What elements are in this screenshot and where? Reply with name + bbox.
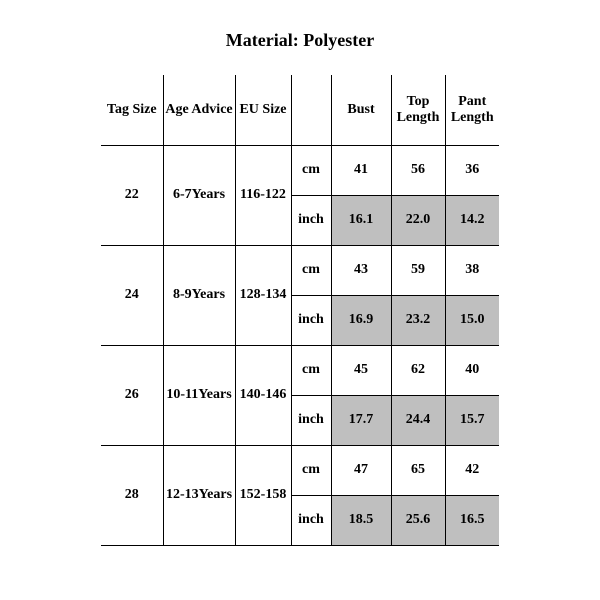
cell-bust-cm: 47 [331,445,391,495]
cell-eu-size: 140-146 [235,345,291,445]
col-bust: Bust [331,75,391,145]
cell-age-advice: 8-9Years [163,245,235,345]
table-body: 22 6-7Years 116-122 cm 41 56 36 inch 16.… [101,145,499,545]
cell-pant-inch: 14.2 [445,195,499,245]
cell-top-inch: 23.2 [391,295,445,345]
cell-age-advice: 12-13Years [163,445,235,545]
cell-top-inch: 24.4 [391,395,445,445]
cell-bust-inch: 16.9 [331,295,391,345]
cell-top-cm: 62 [391,345,445,395]
col-eu-size: EU Size [235,75,291,145]
col-pant-length: Pant Length [445,75,499,145]
table-row: 26 10-11Years 140-146 cm 45 62 40 [101,345,499,395]
cell-tag-size: 24 [101,245,163,345]
table-row: 22 6-7Years 116-122 cm 41 56 36 [101,145,499,195]
cell-unit-inch: inch [291,295,331,345]
cell-pant-inch: 15.0 [445,295,499,345]
cell-bust-cm: 43 [331,245,391,295]
cell-unit-inch: inch [291,495,331,545]
cell-top-inch: 25.6 [391,495,445,545]
cell-pant-inch: 15.7 [445,395,499,445]
cell-unit-inch: inch [291,195,331,245]
cell-eu-size: 116-122 [235,145,291,245]
cell-pant-cm: 38 [445,245,499,295]
cell-pant-inch: 16.5 [445,495,499,545]
col-age-advice: Age Advice [163,75,235,145]
cell-bust-inch: 17.7 [331,395,391,445]
cell-eu-size: 128-134 [235,245,291,345]
cell-unit-cm: cm [291,445,331,495]
size-table: Tag Size Age Advice EU Size Bust Top Len… [101,75,499,546]
cell-pant-cm: 36 [445,145,499,195]
table-row: 28 12-13Years 152-158 cm 47 65 42 [101,445,499,495]
cell-tag-size: 22 [101,145,163,245]
col-unit [291,75,331,145]
cell-top-cm: 65 [391,445,445,495]
col-top-length: Top Length [391,75,445,145]
cell-age-advice: 6-7Years [163,145,235,245]
cell-tag-size: 28 [101,445,163,545]
cell-unit-inch: inch [291,395,331,445]
cell-age-advice: 10-11Years [163,345,235,445]
table-header-row: Tag Size Age Advice EU Size Bust Top Len… [101,75,499,145]
cell-unit-cm: cm [291,145,331,195]
cell-bust-cm: 45 [331,345,391,395]
cell-unit-cm: cm [291,245,331,295]
table-row: 24 8-9Years 128-134 cm 43 59 38 [101,245,499,295]
cell-pant-cm: 42 [445,445,499,495]
cell-top-cm: 59 [391,245,445,295]
page: Material: Polyester Tag Size Age Advice … [0,0,600,600]
cell-unit-cm: cm [291,345,331,395]
cell-eu-size: 152-158 [235,445,291,545]
cell-top-inch: 22.0 [391,195,445,245]
cell-pant-cm: 40 [445,345,499,395]
cell-top-cm: 56 [391,145,445,195]
cell-bust-inch: 16.1 [331,195,391,245]
cell-bust-inch: 18.5 [331,495,391,545]
page-title: Material: Polyester [0,30,600,51]
col-tag-size: Tag Size [101,75,163,145]
cell-bust-cm: 41 [331,145,391,195]
cell-tag-size: 26 [101,345,163,445]
